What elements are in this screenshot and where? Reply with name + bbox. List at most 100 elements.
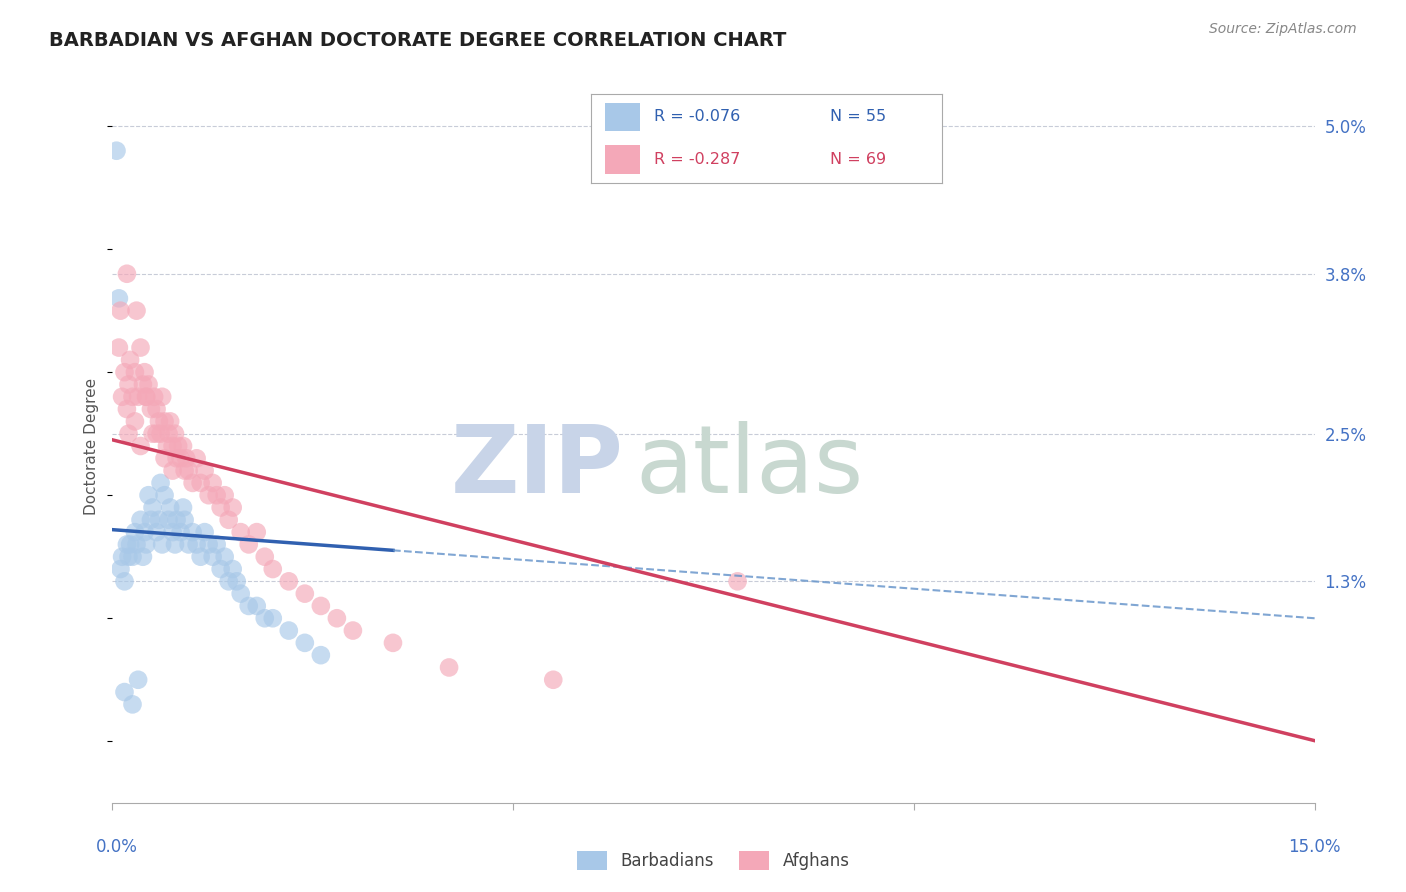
Point [141,426,163,441]
Point [108,291,131,305]
Point [105,144,128,158]
Point [139,402,162,417]
Point [173,513,195,527]
Point [238,599,260,613]
Point [145,402,167,417]
FancyBboxPatch shape [605,103,640,131]
Point [309,599,332,613]
Text: N = 69: N = 69 [830,153,886,167]
Point [111,390,134,404]
Point [225,574,247,589]
Point [209,562,232,576]
Point [129,341,152,355]
Point [205,537,228,551]
Point [277,574,299,589]
Text: BARBADIAN VS AFGHAN DOCTORATE DEGREE CORRELATION CHART: BARBADIAN VS AFGHAN DOCTORATE DEGREE COR… [49,31,786,50]
Point [138,488,160,502]
Point [132,549,155,564]
Point [135,390,157,404]
Point [124,365,146,379]
Point [277,624,299,638]
Point [197,537,219,551]
Point [194,525,217,540]
Point [121,549,143,564]
Point [190,475,212,490]
Text: atlas: atlas [636,421,863,514]
Point [177,537,200,551]
Point [201,475,224,490]
Point [157,513,180,527]
Point [148,414,170,428]
Point [246,525,269,540]
Point [262,562,284,576]
Point [124,525,146,540]
Point [214,488,236,502]
Point [115,267,138,281]
Point [197,488,219,502]
Point [153,488,176,502]
Text: N = 55: N = 55 [830,110,886,124]
Point [262,611,284,625]
Point [294,636,316,650]
Point [150,537,173,551]
Point [159,500,181,515]
Point [381,636,405,650]
Point [342,624,364,638]
Y-axis label: Doctorate Degree: Doctorate Degree [84,377,100,515]
Point [127,390,149,404]
Point [172,500,194,515]
Point [135,537,157,551]
Point [149,426,172,441]
Point [132,377,155,392]
Point [172,439,194,453]
Point [110,562,132,576]
Point [153,451,176,466]
Point [214,549,236,564]
Point [150,390,173,404]
Point [181,525,204,540]
Point [117,377,139,392]
Point [166,513,188,527]
Point [108,341,131,355]
Point [149,475,172,490]
Point [143,390,166,404]
Point [134,365,156,379]
Point [246,599,269,613]
Text: 0.0%: 0.0% [96,838,138,855]
FancyBboxPatch shape [605,145,640,174]
Point [727,574,749,589]
Point [163,537,186,551]
Point [115,537,138,551]
Point [186,537,208,551]
Text: ZIP: ZIP [450,421,623,514]
Point [134,525,156,540]
Point [229,587,252,601]
Point [326,611,349,625]
Text: Source: ZipAtlas.com: Source: ZipAtlas.com [1209,22,1357,37]
Point [145,426,167,441]
Point [167,439,190,453]
Point [238,537,260,551]
Point [120,352,142,367]
Legend: Barbadians, Afghans: Barbadians, Afghans [571,844,856,877]
Point [222,562,245,576]
Point [117,426,139,441]
Point [174,451,197,466]
Point [166,451,188,466]
Point [218,513,240,527]
Point [294,587,316,601]
Point [129,439,152,453]
Point [205,488,228,502]
Point [543,673,565,687]
Point [163,426,186,441]
Point [253,611,276,625]
Point [125,537,148,551]
Point [127,673,149,687]
Point [129,513,152,527]
Point [181,475,204,490]
Point [117,549,139,564]
Point [209,500,232,515]
Point [229,525,252,540]
Point [218,574,240,589]
Point [138,377,160,392]
